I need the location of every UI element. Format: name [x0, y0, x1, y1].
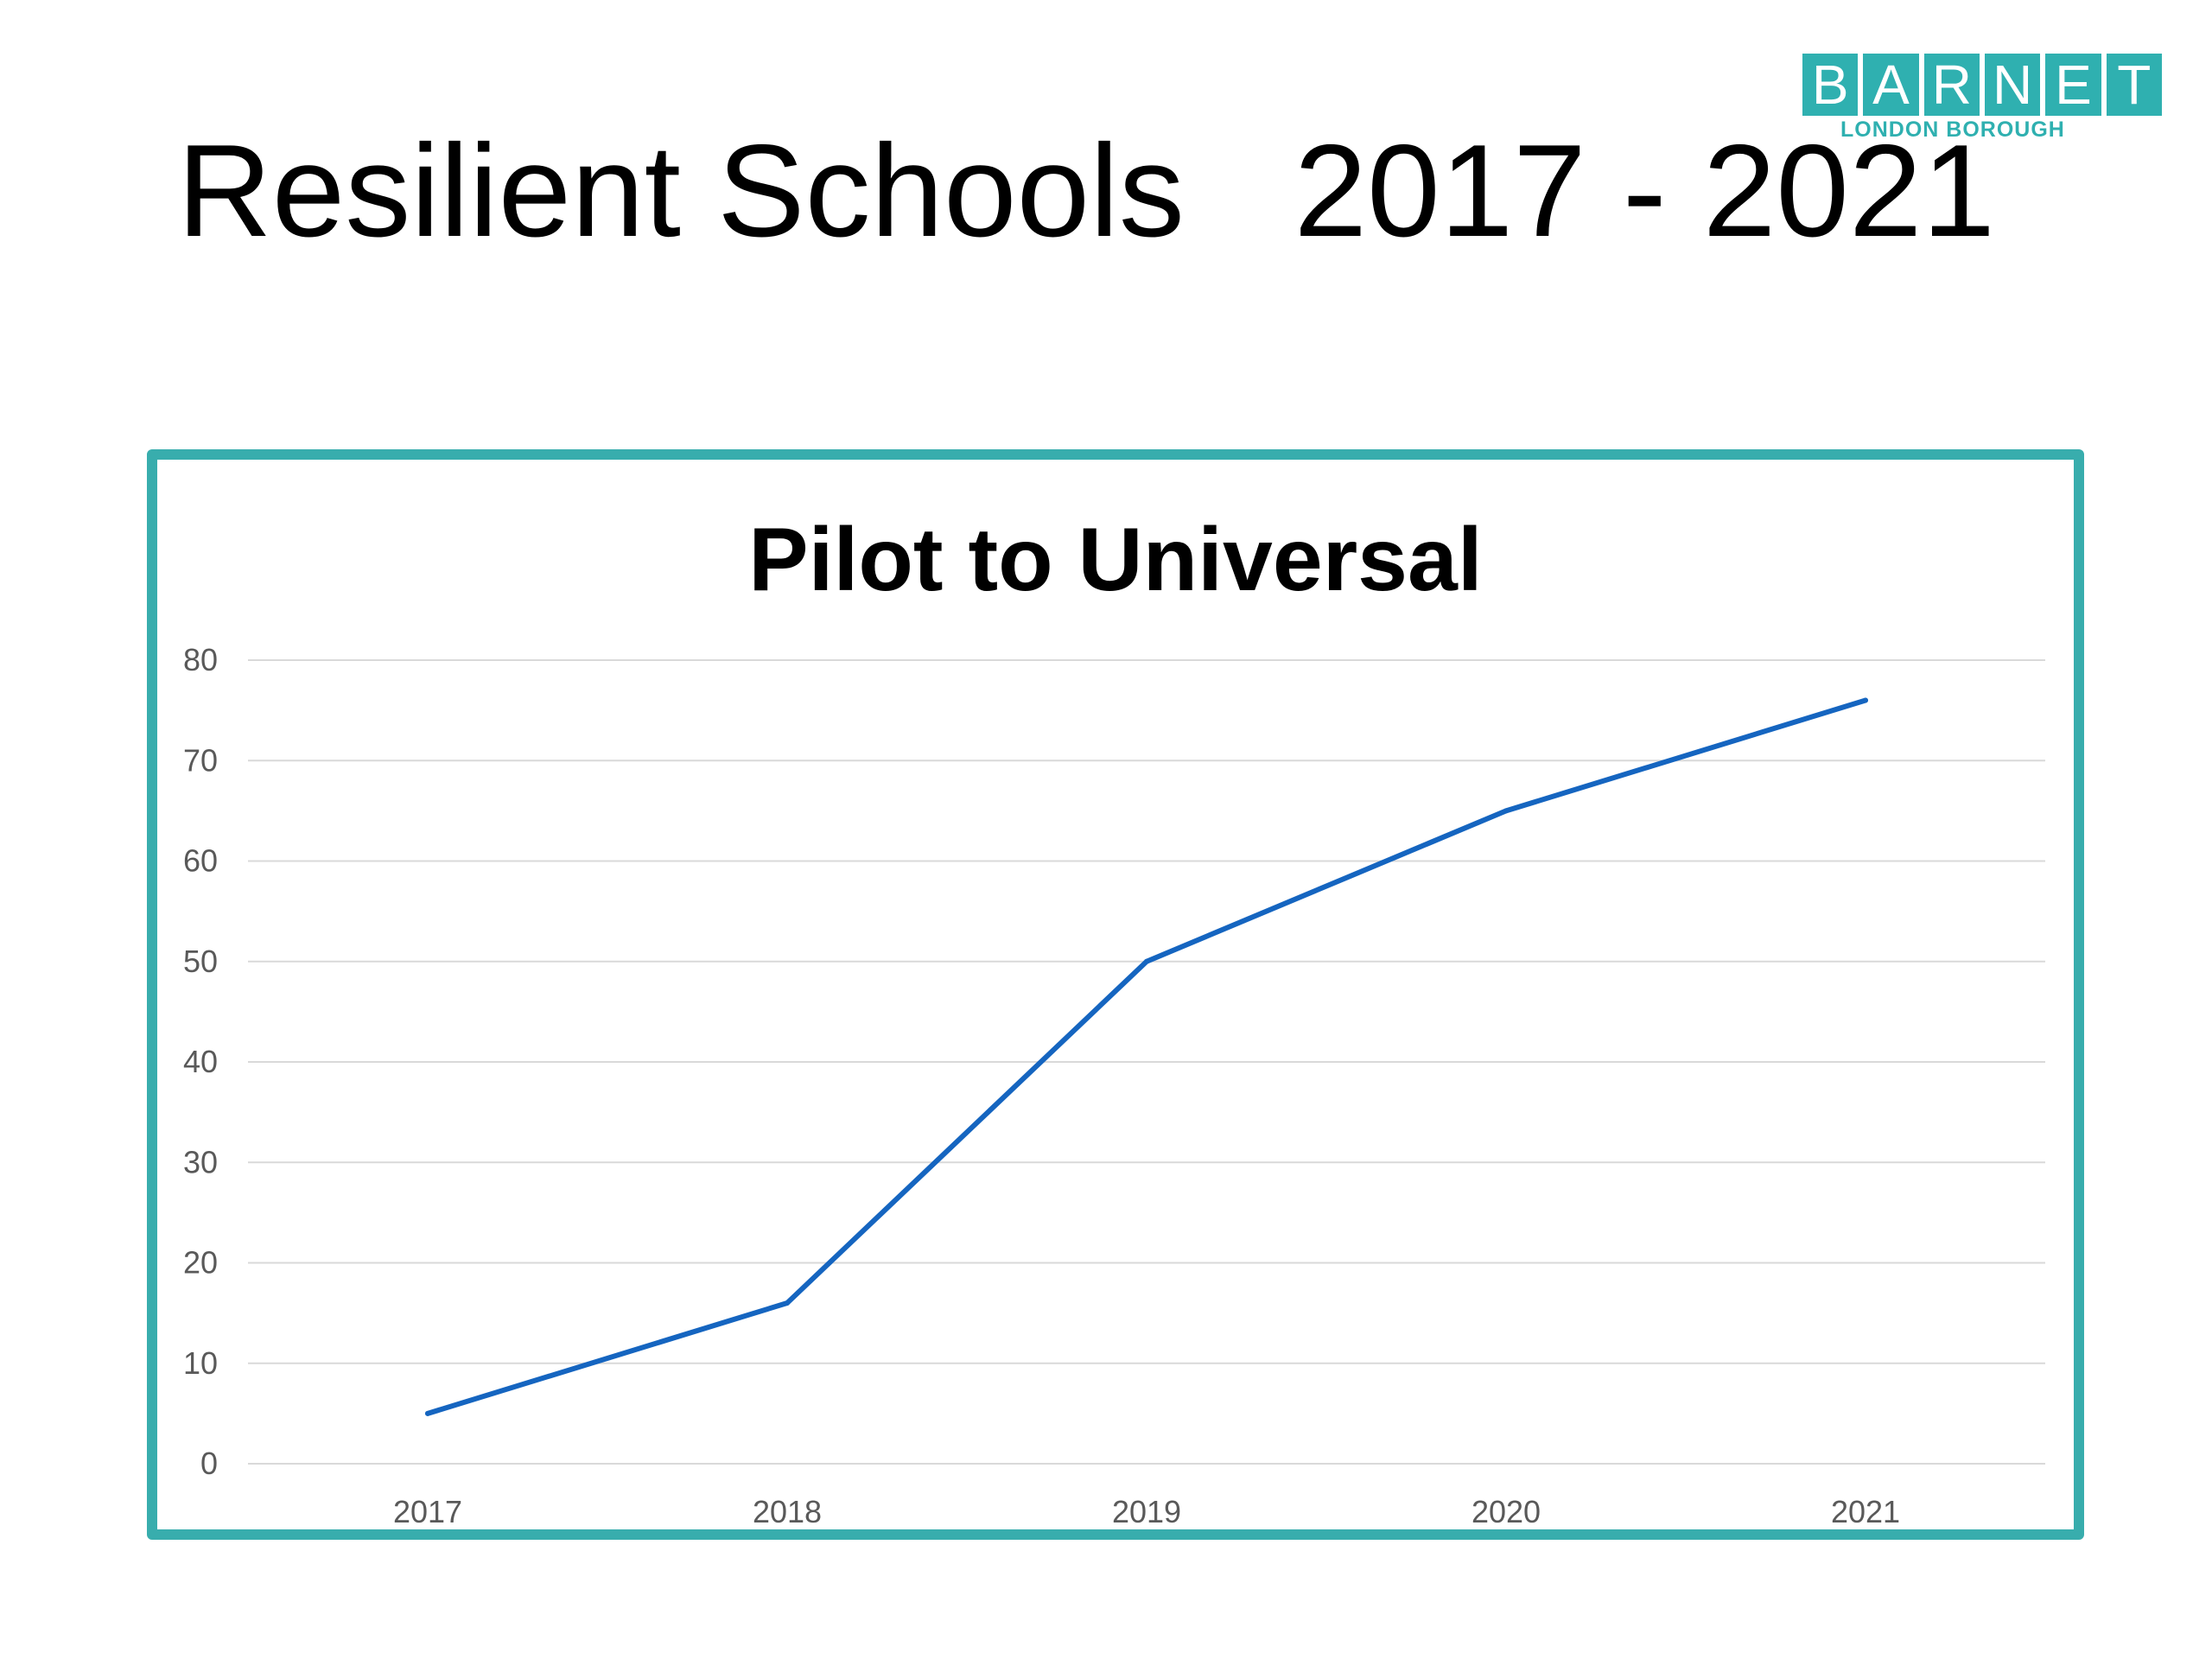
data-point	[785, 1300, 790, 1306]
x-tick-label: 2018	[753, 1494, 822, 1529]
logo-letter: A	[1863, 54, 1919, 116]
logo-letter: E	[2045, 54, 2101, 116]
y-tick-label: 20	[183, 1245, 218, 1281]
barnet-logo: B A R N E T LONDON BOROUGH	[1802, 54, 2162, 142]
data-point	[1863, 697, 1868, 703]
x-tick-label: 2021	[1831, 1494, 1900, 1529]
logo-letter: T	[2106, 54, 2162, 116]
x-tick-label: 2019	[1112, 1494, 1181, 1529]
x-tick-label: 2017	[393, 1494, 462, 1529]
line-chart: 0 10 20 30 40 50 60 70 80 2017 2018 2019 2020 2021	[183, 642, 2045, 1529]
y-tick-label: 50	[183, 944, 218, 979]
data-point	[425, 1410, 430, 1416]
y-tick-label: 80	[183, 642, 218, 677]
logo-letter: R	[1923, 54, 1980, 116]
logo-subtitle: LONDON BOROUGH	[1840, 118, 2065, 142]
y-tick-label: 40	[183, 1044, 218, 1079]
slide-title: Resilient Schools 2017 - 2021	[177, 118, 1995, 264]
logo-letter: N	[1984, 54, 2041, 116]
series-line	[425, 697, 1868, 1416]
chart-title: Pilot to Universal	[748, 510, 1483, 610]
y-tick-label: 0	[200, 1446, 218, 1481]
chart-frame: Pilot to Universal 0 10 20 30 40 50 60 70 80 2017…	[147, 449, 2084, 1540]
y-tick-label: 10	[183, 1345, 218, 1381]
y-tick-label: 70	[183, 742, 218, 778]
logo-letter: B	[1802, 54, 1859, 116]
logo-letters: B A R N E T	[1802, 54, 2162, 116]
y-tick-label: 30	[183, 1144, 218, 1179]
x-tick-label: 2020	[1471, 1494, 1541, 1529]
y-tick-label: 60	[183, 843, 218, 879]
data-point	[1503, 808, 1509, 814]
data-point	[1144, 958, 1149, 964]
